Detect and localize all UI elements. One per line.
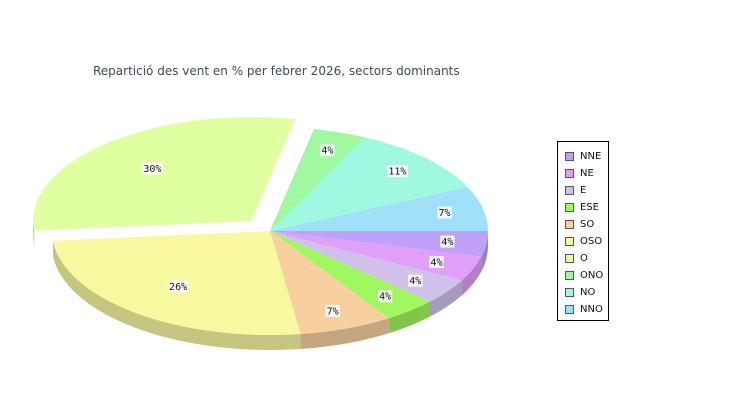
slice-label-o: 30% [143, 164, 161, 175]
legend-label: NO [580, 287, 596, 298]
pie-slice-ne [270, 231, 482, 281]
slice-label-ono: 4% [321, 146, 333, 157]
legend-item-nne: NNE [558, 148, 608, 165]
pie-slice-ono [270, 129, 366, 231]
slice-label-bg [167, 280, 189, 293]
pie-slice-o [33, 117, 296, 231]
legend-swatch [565, 288, 574, 297]
legend-swatch [565, 237, 574, 246]
legend-item-so: SO [558, 216, 608, 233]
legend-item-ne: NE [558, 165, 608, 182]
legend-label: OSO [580, 236, 603, 247]
slice-label-nno: 7% [439, 208, 451, 219]
slice-label-bg [408, 274, 423, 287]
legend-label: E [580, 185, 587, 196]
legend-label: NNO [580, 304, 603, 315]
legend-item-no: NO [558, 284, 608, 301]
legend-item-ese: ESE [558, 199, 608, 216]
slice-label-bg [320, 144, 335, 157]
legend-label: ONO [580, 270, 604, 281]
legend-item-e: E [558, 182, 608, 199]
chart-title: Repartició des vent en % per febrer 2026… [93, 64, 460, 78]
pie-slice-nno [270, 187, 488, 231]
slice-label-bg [377, 290, 393, 303]
pie-labels: 4% 4% 4% 4% 7% 26% 30% 4% 11% 7% [142, 144, 455, 317]
pie-side-so [300, 318, 389, 349]
slice-label-oso: 26% [169, 282, 187, 293]
slice-label-nne: 4% [441, 237, 453, 248]
legend-swatch [565, 254, 574, 263]
pie-slice-so [270, 231, 389, 334]
slice-label-e: 4% [409, 276, 421, 287]
legend-item-nno: NNO [558, 301, 608, 318]
legend-item-oso: OSO [558, 233, 608, 250]
legend-swatch [565, 169, 574, 178]
slice-label-bg [325, 304, 340, 317]
legend-swatch [565, 271, 574, 280]
slice-label-bg [429, 256, 444, 269]
pie-side-ese [388, 301, 431, 334]
legend: NNE NE E ESE SO OSO O ONO NO NNO [557, 141, 609, 321]
pie-side-nne [481, 231, 488, 272]
pie-side-e [430, 280, 462, 317]
slice-label-bg [387, 165, 408, 178]
slice-label-bg [440, 235, 455, 248]
legend-item-ono: ONO [558, 267, 608, 284]
pie-slice-nne [270, 231, 488, 257]
slice-label-bg [142, 162, 163, 175]
legend-label: NE [580, 168, 594, 179]
pie-slice-no [270, 137, 468, 231]
pie-side-ne [461, 256, 482, 296]
slice-label-no: 11% [388, 167, 406, 178]
legend-swatch [565, 203, 574, 212]
legend-swatch [565, 305, 574, 314]
legend-item-o: O [558, 250, 608, 267]
legend-label: NNE [580, 151, 602, 162]
slice-label-ese: 4% [379, 292, 391, 303]
slice-label-bg [437, 206, 452, 219]
legend-label: O [580, 253, 588, 264]
pie-side-oso [52, 240, 301, 351]
slice-label-ne: 4% [430, 258, 442, 269]
legend-label: SO [580, 219, 595, 230]
legend-label: ESE [580, 202, 599, 213]
legend-swatch [565, 220, 574, 229]
legend-swatch [565, 186, 574, 195]
legend-swatch [565, 152, 574, 161]
slice-label-so: 7% [327, 306, 339, 317]
